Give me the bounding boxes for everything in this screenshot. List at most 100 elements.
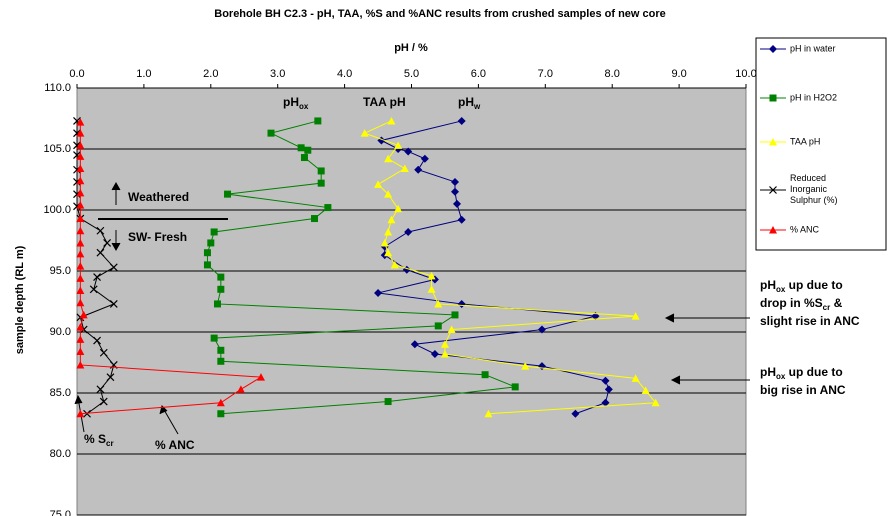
marker (452, 199, 461, 208)
y-tick-label: 95.0 (50, 265, 71, 277)
marker (440, 349, 449, 358)
marker (420, 154, 429, 163)
marker (521, 362, 530, 370)
marker (394, 141, 403, 149)
legend-marker (769, 186, 777, 194)
annotation-part: pH (283, 95, 299, 109)
marker (360, 129, 369, 137)
annotation: big rise in ANC (760, 383, 846, 397)
marker (434, 322, 442, 330)
annotation-part: up due to (785, 278, 842, 292)
x-tick-label: 10.0 (735, 68, 756, 80)
annotation: pHox up due to (760, 365, 843, 381)
marker (83, 409, 91, 418)
marker (76, 201, 85, 209)
series (360, 116, 660, 418)
marker (414, 165, 423, 174)
marker (93, 273, 101, 282)
marker (384, 398, 392, 406)
marker (76, 118, 85, 126)
marker (96, 385, 105, 394)
annotation: pHox (283, 95, 309, 111)
marker (324, 204, 332, 212)
marker (601, 398, 610, 407)
marker (434, 299, 443, 308)
annotation-part: ox (299, 102, 309, 111)
marker (203, 249, 211, 257)
marker (217, 285, 225, 293)
marker (79, 310, 88, 319)
arrow-head (159, 405, 168, 415)
marker (76, 188, 85, 197)
marker (601, 376, 610, 385)
marker (451, 311, 459, 319)
legend-marker (769, 138, 777, 146)
annotation: slight rise in ANC (760, 314, 860, 328)
marker (384, 227, 393, 236)
marker (631, 374, 640, 382)
marker (76, 176, 85, 185)
marker (387, 215, 396, 224)
marker (384, 190, 393, 198)
y-tick-label: 105.0 (43, 143, 71, 155)
marker (224, 190, 232, 198)
annotation: Weathered (128, 190, 189, 204)
annotation: % ANC (155, 438, 195, 452)
y-tick-label: 100.0 (43, 204, 71, 216)
annotation-part: drop in %S (760, 296, 823, 310)
marker (76, 226, 85, 235)
marker (236, 385, 245, 393)
annotation: SW- Fresh (128, 230, 187, 244)
x-tick-label: 2.0 (203, 68, 218, 80)
marker (93, 336, 101, 345)
marker (76, 238, 85, 247)
marker (481, 371, 489, 379)
legend-label: Reduced Inorganic Sulphur (%) (790, 173, 838, 205)
x-tick-label: 4.0 (337, 68, 352, 80)
x-tick-label: 3.0 (270, 68, 285, 80)
annotation-part: big rise in ANC (760, 383, 846, 397)
marker (314, 117, 322, 125)
annotation-part: % S (84, 432, 106, 446)
marker (217, 273, 225, 281)
marker (76, 141, 85, 149)
marker (76, 360, 85, 369)
x-axis-label: pH / % (394, 42, 428, 54)
annotation-part: ox (776, 285, 786, 294)
plot-area (76, 87, 747, 516)
annotation: drop in %Scr & (760, 296, 843, 312)
marker (76, 298, 85, 307)
legend-marker (769, 45, 777, 53)
annotation-part: ox (776, 372, 786, 381)
x-tick-label: 5.0 (404, 68, 419, 80)
marker (410, 340, 419, 349)
marker (217, 410, 225, 418)
legend-label: pH in water (790, 43, 836, 53)
arrow (162, 407, 179, 435)
marker (76, 323, 85, 331)
annotation: % Scr (84, 432, 114, 448)
annotation: pHox up due to (760, 278, 843, 294)
marker (203, 261, 211, 269)
marker (99, 348, 108, 357)
marker (76, 152, 85, 160)
marker (76, 286, 85, 295)
marker (440, 340, 449, 348)
marker (430, 349, 439, 358)
marker (76, 335, 85, 343)
arrow-head (111, 181, 121, 191)
marker (380, 238, 389, 247)
arrow-head (111, 242, 121, 252)
marker (384, 248, 393, 257)
legend-label: TAA pH (790, 136, 820, 146)
marker (106, 373, 115, 382)
marker (300, 154, 308, 162)
marker (404, 147, 413, 156)
marker (571, 409, 580, 418)
marker (631, 312, 640, 320)
marker (96, 226, 105, 235)
annotation-part: slight rise in ANC (760, 314, 860, 328)
marker (256, 373, 265, 381)
marker (207, 239, 215, 247)
